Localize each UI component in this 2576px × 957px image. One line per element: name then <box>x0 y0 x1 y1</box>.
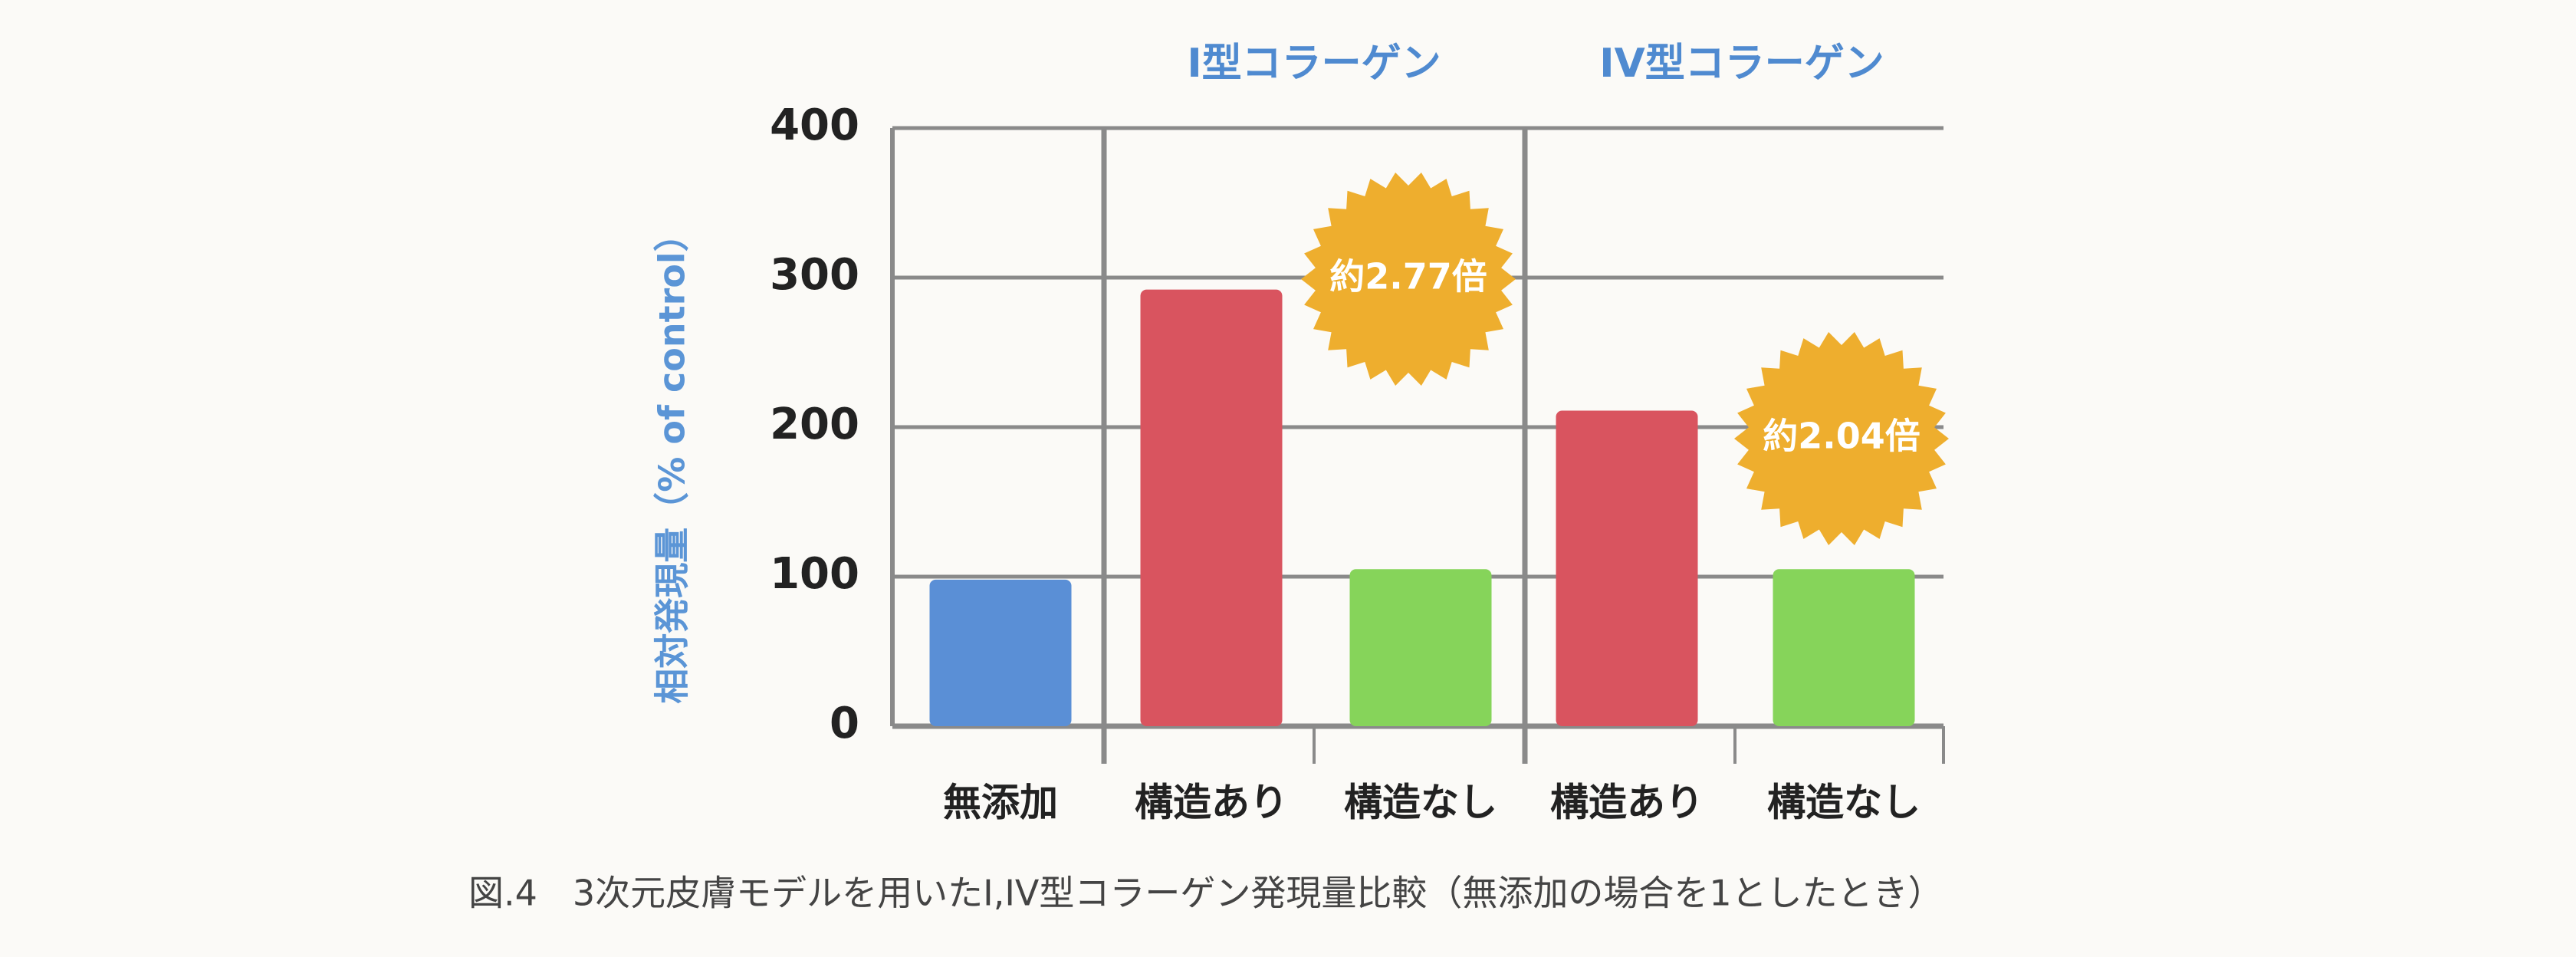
x-tick-label: 構造なし <box>1767 781 1921 825</box>
badge-label: 約2.77倍 <box>1329 256 1487 298</box>
x-tick-label: 構造なし <box>1344 781 1497 825</box>
y-tick-label: 200 <box>770 400 859 449</box>
x-tick-label: 構造あり <box>1135 781 1288 825</box>
bar <box>1349 569 1492 726</box>
badge-star <box>1301 173 1516 386</box>
x-tick-label: 構造あり <box>1550 781 1704 825</box>
x-tick-label: 無添加 <box>943 781 1058 825</box>
bar <box>1556 410 1698 726</box>
y-tick-label: 400 <box>770 100 859 150</box>
bar <box>1773 569 1915 726</box>
badge-star <box>1734 332 1949 545</box>
y-tick-label: 100 <box>770 549 859 599</box>
group-label: I型コラーゲン <box>1187 41 1441 87</box>
y-tick-label: 300 <box>770 250 859 300</box>
caption: 図.4 3次元皮膚モデルを用いたI,IV型コラーゲン発現量比較（無添加の場合を1… <box>468 873 1944 914</box>
y-axis-label: 相対発現量（% of control） <box>652 216 693 703</box>
badge-label: 約2.04倍 <box>1763 416 1921 457</box>
bar <box>1140 289 1283 727</box>
y-tick-label: 0 <box>830 699 859 748</box>
group-label: IV型コラーゲン <box>1599 41 1884 87</box>
bar <box>929 579 1072 726</box>
